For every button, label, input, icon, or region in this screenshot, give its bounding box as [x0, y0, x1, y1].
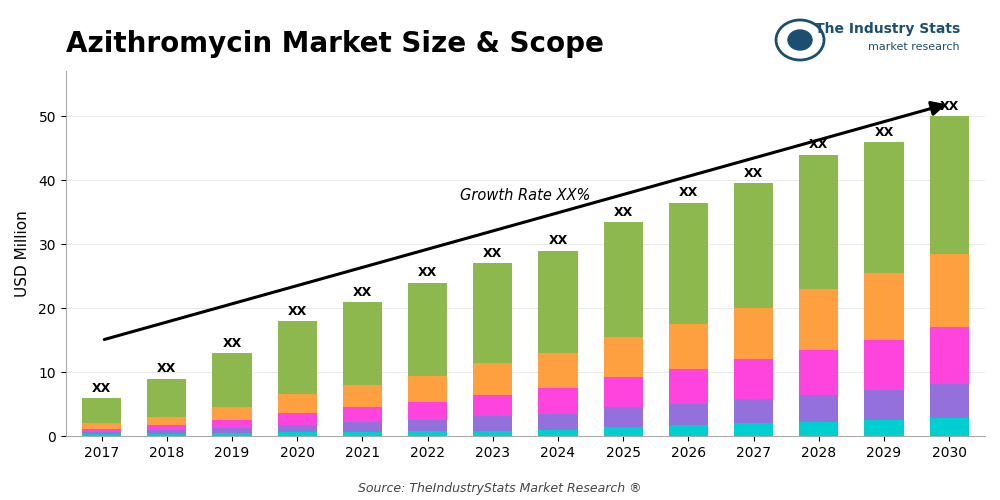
Y-axis label: USD Million: USD Million [15, 210, 30, 297]
Bar [408, 376, 447, 402]
Bar [669, 404, 708, 425]
Bar [82, 428, 121, 432]
Bar [538, 414, 578, 430]
Bar [799, 422, 838, 436]
Bar [864, 142, 904, 273]
Bar [799, 350, 838, 395]
Text: XX: XX [744, 168, 763, 180]
Text: Source: TheIndustryStats Market Research ®: Source: TheIndustryStats Market Research… [358, 482, 642, 495]
Text: XX: XX [874, 126, 894, 138]
Bar [473, 430, 512, 436]
Text: market research: market research [868, 42, 960, 52]
Bar [278, 394, 317, 413]
Bar [147, 430, 186, 434]
Bar [408, 402, 447, 419]
Bar [473, 362, 512, 394]
Bar [408, 282, 447, 376]
Bar [538, 353, 578, 388]
Text: XX: XX [418, 266, 437, 280]
Bar [930, 328, 969, 384]
Text: XX: XX [222, 337, 242, 350]
Bar [473, 264, 512, 362]
Bar [82, 398, 121, 423]
Bar [343, 432, 382, 436]
Bar [538, 388, 578, 414]
Bar [930, 418, 969, 436]
Text: The Industry Stats: The Industry Stats [815, 22, 960, 36]
Bar [799, 289, 838, 350]
Bar [864, 340, 904, 390]
Bar [212, 408, 252, 420]
Bar [212, 420, 252, 428]
Bar [538, 250, 578, 353]
Bar [278, 321, 317, 394]
Text: XX: XX [157, 362, 176, 376]
Bar [278, 432, 317, 436]
Text: XX: XX [483, 248, 502, 260]
Text: XX: XX [92, 382, 111, 394]
Bar [147, 434, 186, 436]
Bar [408, 420, 447, 431]
Bar [734, 399, 773, 423]
Bar [343, 408, 382, 422]
Text: XX: XX [679, 186, 698, 200]
Bar [408, 431, 447, 436]
Bar [343, 422, 382, 432]
Bar [864, 390, 904, 420]
Bar [147, 425, 186, 430]
Bar [538, 430, 578, 436]
Bar [734, 424, 773, 436]
Text: XX: XX [548, 234, 568, 248]
Bar [930, 384, 969, 418]
Bar [212, 433, 252, 436]
Bar [147, 417, 186, 425]
Bar [212, 428, 252, 433]
Bar [930, 116, 969, 254]
Bar [278, 425, 317, 432]
Text: Azithromycin Market Size & Scope: Azithromycin Market Size & Scope [66, 30, 604, 58]
Text: XX: XX [288, 305, 307, 318]
Bar [604, 377, 643, 408]
Bar [473, 394, 512, 416]
Bar [669, 369, 708, 404]
Bar [343, 302, 382, 385]
Bar [799, 394, 838, 422]
Bar [604, 337, 643, 377]
Bar [930, 254, 969, 328]
Bar [147, 378, 186, 417]
Bar [799, 154, 838, 289]
Bar [604, 408, 643, 426]
Bar [604, 222, 643, 337]
Bar [278, 413, 317, 425]
Bar [864, 420, 904, 436]
Bar [734, 308, 773, 360]
Bar [734, 360, 773, 399]
Text: Growth Rate XX%: Growth Rate XX% [460, 188, 591, 202]
Circle shape [788, 30, 812, 50]
Bar [669, 426, 708, 436]
Bar [669, 324, 708, 369]
Text: XX: XX [809, 138, 828, 151]
Bar [734, 184, 773, 308]
Bar [212, 353, 252, 408]
Bar [604, 426, 643, 436]
Bar [82, 434, 121, 436]
Bar [82, 424, 121, 428]
Bar [864, 273, 904, 340]
Bar [669, 202, 708, 324]
Bar [82, 432, 121, 434]
Bar [343, 385, 382, 407]
Text: XX: XX [614, 206, 633, 218]
Text: XX: XX [353, 286, 372, 298]
Bar [473, 416, 512, 430]
Text: XX: XX [940, 100, 959, 113]
